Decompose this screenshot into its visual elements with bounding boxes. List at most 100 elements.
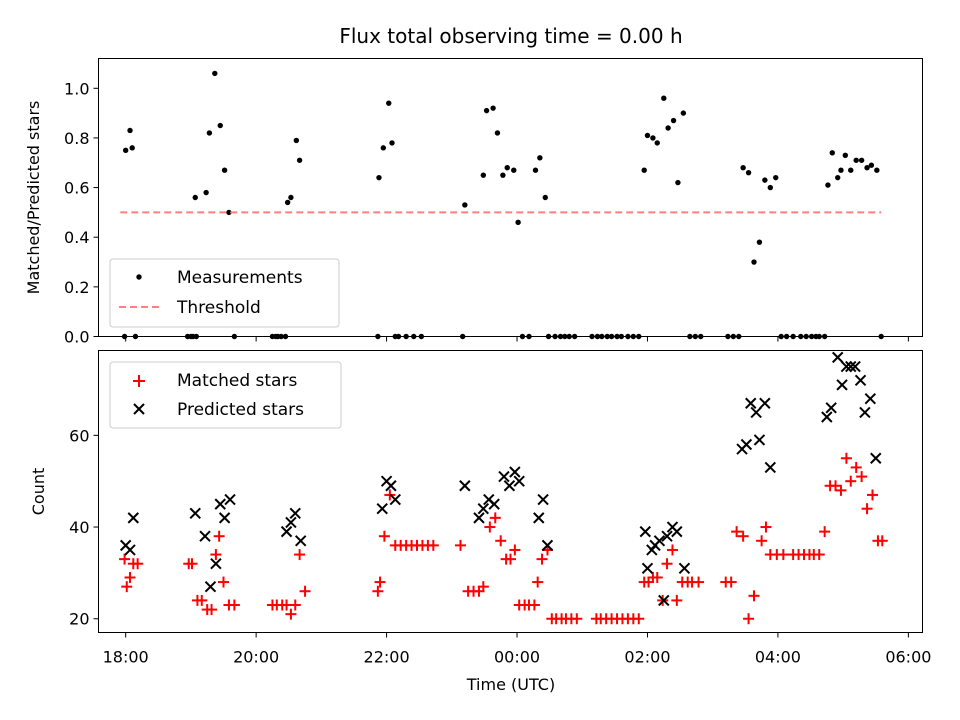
predicted-point: [821, 411, 833, 423]
predicted-point: [513, 475, 525, 487]
matched-point: [777, 549, 789, 561]
x-tick-label: 22:00: [364, 648, 410, 667]
y-tick-label: 20: [69, 610, 89, 629]
predicted-point: [127, 512, 139, 524]
matched-point: [532, 576, 544, 588]
y-tick-label: 0.0: [64, 328, 89, 347]
measurement-point: [825, 182, 831, 188]
predicted-point: [870, 452, 882, 464]
measurement-point: [675, 179, 681, 186]
measurement-point: [644, 132, 651, 139]
matched-point: [454, 539, 466, 551]
y-tick-label: 0.8: [64, 129, 89, 148]
matched-point: [228, 599, 240, 611]
measurement-point: [122, 147, 129, 154]
matched-point: [196, 594, 208, 606]
matched-point: [477, 581, 489, 593]
matched-point: [693, 576, 705, 588]
matched-point: [725, 576, 737, 588]
matched-point: [285, 608, 297, 620]
x-tick-label: 18:00: [103, 648, 149, 667]
measurement-point: [842, 152, 849, 159]
predicted-point: [740, 438, 753, 451]
matched-point: [840, 452, 852, 464]
matched-point: [850, 461, 862, 473]
measurement-point: [192, 194, 198, 201]
measurement-point: [226, 209, 232, 216]
measurement-point: [542, 194, 548, 201]
measurement-point: [680, 110, 687, 116]
predicted-point: [845, 360, 857, 373]
legend-threshold-label: Threshold: [176, 298, 261, 318]
ratio-axes-frame: [98, 58, 923, 337]
measurement-point: [537, 155, 543, 161]
predicted-point: [541, 539, 554, 552]
predicted-point: [280, 525, 293, 538]
predicted-point: [385, 480, 397, 492]
predicted-point: [289, 507, 301, 519]
matched-point: [505, 553, 516, 565]
measurement-point: [221, 167, 228, 173]
ratio-y-axis-title: Matched/Predicted stars: [24, 101, 43, 295]
measurement-point: [829, 150, 835, 156]
predicted-point: [678, 562, 691, 575]
matched-point: [374, 576, 386, 588]
measurement-point: [641, 167, 647, 173]
matched-point: [218, 576, 230, 588]
matched-point: [835, 484, 847, 496]
matched-point: [119, 553, 131, 565]
matched-point: [661, 558, 673, 570]
predicted-point: [204, 580, 217, 593]
y-tick-label: 0.2: [64, 278, 89, 297]
matched-point: [856, 471, 868, 483]
measurement-point: [670, 117, 677, 124]
matched-point: [737, 530, 749, 542]
matched-point: [210, 549, 222, 561]
predicted-point: [498, 470, 510, 483]
matched-point: [484, 521, 496, 533]
measurement-point: [868, 162, 875, 168]
measurement-point: [654, 140, 660, 146]
measurement-point: [762, 177, 768, 183]
measurement-point: [462, 202, 468, 208]
predicted-point: [759, 397, 771, 409]
measurement-point: [483, 107, 490, 114]
matched-point: [124, 571, 136, 583]
measurement-point: [756, 239, 763, 245]
predicted-point: [533, 512, 545, 524]
counts-legend: Matched stars Predicted stars: [109, 361, 342, 429]
chart-title: Flux total observing time = 0.00 h: [339, 24, 682, 48]
measurement-point: [745, 169, 752, 176]
predicted-point: [199, 530, 211, 542]
x-tick-label: 20:00: [233, 648, 279, 667]
predicted-point: [459, 480, 471, 492]
measurement-point: [773, 174, 779, 181]
predicted-point: [661, 530, 673, 542]
predicted-point: [653, 535, 666, 547]
predicted-point: [294, 535, 307, 547]
legend-matched-marker: [133, 375, 145, 387]
matched-point: [299, 585, 311, 597]
legend-predicted-label: Predicted stars: [177, 400, 304, 420]
measurement-point: [480, 172, 487, 178]
predicted-point: [825, 402, 837, 414]
matched-point: [384, 489, 396, 501]
counts-y-axis-title: Count: [29, 468, 48, 516]
matched-point: [372, 585, 384, 597]
x-tick-label: 00:00: [494, 648, 540, 667]
ratio-legend: Measurements Threshold: [109, 258, 340, 328]
matched-point: [666, 544, 678, 556]
predicted-point: [509, 466, 521, 478]
matched-point: [206, 604, 218, 616]
predicted-point: [658, 594, 670, 607]
matched-point: [289, 599, 301, 611]
predicted-point: [503, 480, 516, 492]
predicted-point: [124, 544, 136, 556]
matched-point: [651, 571, 663, 583]
matched-point: [731, 526, 743, 538]
predicted-point: [671, 525, 683, 538]
matched-point: [121, 581, 133, 593]
counts-marks: [119, 351, 888, 625]
matched-point: [756, 535, 768, 547]
matched-point: [536, 553, 548, 565]
